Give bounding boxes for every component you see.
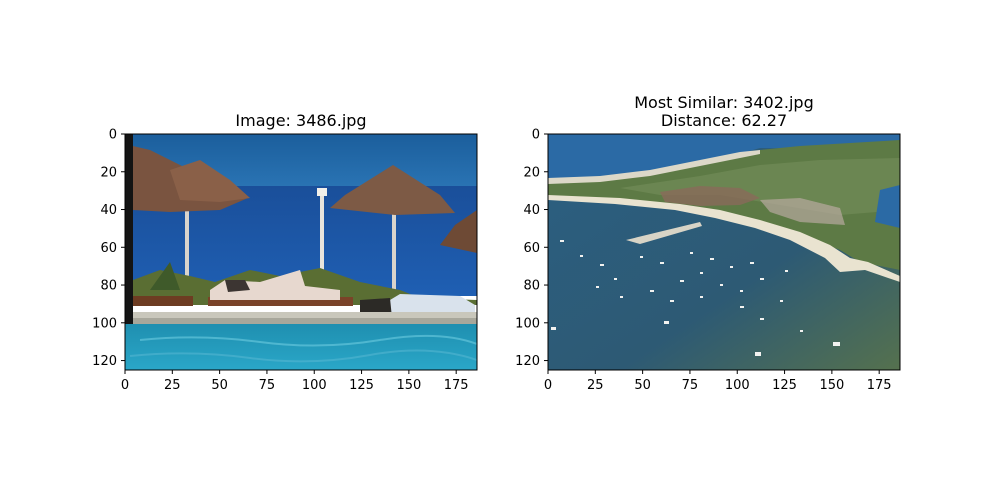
query-image-frame — [124, 133, 478, 371]
query-image-y-tick-label: 0 — [109, 128, 117, 143]
similar-image-y-tick-label: 120 — [515, 354, 540, 369]
similar-image-picture — [548, 134, 900, 370]
query-image-x-tick-label: 0 — [121, 378, 129, 393]
similar-image-x-tick-label: 25 — [587, 378, 604, 393]
similar-image-x-tick-label: 175 — [867, 378, 892, 393]
similar-image-x-tick-label: 50 — [634, 378, 651, 393]
similar-image-y-tick-label: 60 — [523, 241, 540, 256]
similar-image-x-tick-label: 150 — [819, 378, 844, 393]
similar-image-y-tick-label: 80 — [523, 279, 540, 294]
similar-image-y-tick-label: 40 — [523, 203, 540, 218]
query-image-x-tick-label: 50 — [211, 378, 228, 393]
similar-image-x-tick-label: 0 — [544, 378, 552, 393]
similar-image-x-tick-label: 100 — [725, 378, 750, 393]
query-image-x-tick-label: 150 — [396, 378, 421, 393]
query-image-axes: 0 25 50 75 100 125 150 175 0 20 40 60 80 100 120 — [92, 128, 468, 394]
query-image-x-tick-label: 125 — [349, 378, 374, 393]
similar-image-y-tick-label: 100 — [515, 316, 540, 331]
query-image-x-tick-label: 175 — [444, 378, 469, 393]
query-image-x-tick-label: 100 — [302, 378, 327, 393]
query-image-x-tick-label: 75 — [259, 378, 276, 393]
similar-image-axes: 0 25 50 75 100 125 150 175 0 20 40 60 80 100 120 — [515, 128, 891, 394]
similar-image-y-tick-label: 20 — [523, 165, 540, 180]
similar-image-title-line: Most Similar: 3402.jpg — [634, 93, 814, 112]
panel-query-image: Image: 3486.jpg — [92, 111, 478, 394]
query-image-title: Image: 3486.jpg — [235, 111, 366, 130]
query-image-x-tick-label: 25 — [164, 378, 181, 393]
query-image-picture — [125, 134, 477, 370]
similar-image-frame — [547, 133, 901, 371]
panel-similar-image: Most Similar: 3402.jpg Distance: 62.27 — [515, 93, 901, 394]
query-image-title-line: Image: 3486.jpg — [235, 111, 366, 130]
similar-image-x-tick-label: 75 — [682, 378, 699, 393]
query-image-y-tick-label: 100 — [92, 316, 117, 331]
query-image-y-tick-label: 60 — [100, 241, 117, 256]
similar-image-title: Most Similar: 3402.jpg Distance: 62.27 — [634, 93, 814, 130]
similar-image-title-line: Distance: 62.27 — [661, 111, 787, 130]
query-image-y-tick-label: 80 — [100, 279, 117, 294]
similar-image-x-tick-label: 125 — [772, 378, 797, 393]
query-image-y-tick-label: 40 — [100, 203, 117, 218]
query-image-y-tick-label: 20 — [100, 165, 117, 180]
query-image-y-tick-label: 120 — [92, 354, 117, 369]
similar-image-y-tick-label: 0 — [532, 128, 540, 143]
